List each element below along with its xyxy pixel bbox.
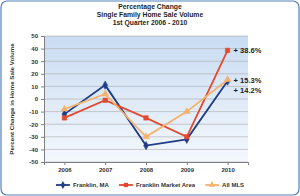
legend-marker <box>124 183 128 187</box>
point <box>62 116 66 120</box>
y-tick: 40 <box>31 46 44 52</box>
series-line <box>64 81 227 146</box>
x-tick-mark <box>105 162 106 165</box>
y-axis: -50 -40 -30 -20 -10 0 10 20 30 40 50 <box>29 33 44 165</box>
y-tick-label: 50 <box>31 33 38 39</box>
point <box>224 76 231 82</box>
legend-item: Franklin Market Area <box>119 182 196 188</box>
grid-line <box>44 99 248 100</box>
title: 1st Quarter 2006 - 2010 <box>113 19 188 27</box>
x-tick: 2008 <box>140 162 154 173</box>
y-tick: 10 <box>31 84 44 90</box>
data-label: + 38.6% <box>234 46 262 55</box>
y-tick: 50 <box>31 33 44 39</box>
point <box>102 90 109 96</box>
point <box>183 108 190 114</box>
y-tick-label: -20 <box>29 122 38 128</box>
point <box>185 135 189 139</box>
y-tick-mark <box>41 112 44 113</box>
x-tick-label: 2009 <box>181 167 195 173</box>
plot-area <box>44 36 248 162</box>
legend: Franklin, MA Franklin Market Area All MLS <box>56 181 244 189</box>
x-tick-mark <box>187 162 188 165</box>
x-tick: 2006 <box>58 162 72 173</box>
x-tick: 2009 <box>181 162 195 173</box>
y-tick: -50 <box>29 159 44 165</box>
x-tick-label: 2008 <box>140 167 154 173</box>
x-tick: 2010 <box>221 162 235 173</box>
point <box>184 135 189 143</box>
grid <box>44 36 248 162</box>
series-line <box>64 50 227 136</box>
point <box>103 81 108 89</box>
y-axis-title: Percent Change in Home Sale Volume <box>8 43 15 155</box>
y-tick: -10 <box>29 109 44 115</box>
point <box>103 98 107 102</box>
x-axis-line <box>45 163 249 166</box>
legend-item: Franklin, MA <box>56 181 110 189</box>
legend-label: Franklin, MA <box>73 182 110 188</box>
series <box>61 76 231 139</box>
series-layer <box>61 48 231 150</box>
legend-marker <box>209 181 215 187</box>
x-tick-label: 2010 <box>221 167 235 173</box>
x-tick-mark <box>146 162 147 165</box>
grid-line <box>44 124 248 125</box>
x-tick-label: 2007 <box>99 167 113 173</box>
series-line <box>64 80 227 137</box>
y-tick-label: 20 <box>31 71 38 77</box>
y-tick: -20 <box>29 122 44 128</box>
data-label: + 14.2% <box>234 86 262 95</box>
legend-label: Franklin Market Area <box>136 182 196 188</box>
grid-line <box>44 36 248 37</box>
y-tick-mark <box>41 61 44 62</box>
chart-border <box>1 1 299 195</box>
point <box>143 133 150 139</box>
legend-item: All MLS <box>205 181 244 188</box>
title: Single Family Home Sale Volume <box>97 11 204 19</box>
y-tick-mark <box>41 36 44 37</box>
series <box>62 77 230 150</box>
y-tick: 30 <box>31 59 44 65</box>
point <box>144 141 149 149</box>
x-axis: 2006 2007 2008 2009 2010 <box>45 162 249 173</box>
legend-label: All MLS <box>222 182 244 188</box>
chart: Percentage ChangeSingle Family Home Sale… <box>0 0 300 196</box>
point <box>225 48 229 52</box>
y-tick-label: -50 <box>29 159 38 165</box>
point <box>144 116 148 120</box>
point <box>61 105 68 111</box>
y-tick-mark <box>41 124 44 125</box>
y-tick-mark <box>41 74 44 75</box>
y-axis-line <box>41 37 45 163</box>
x-tick-mark <box>228 162 229 165</box>
y-tick-mark <box>41 149 44 150</box>
grid-line <box>44 111 248 112</box>
grid-line <box>44 48 248 49</box>
y-tick-label: -10 <box>29 109 38 115</box>
y-tick-mark <box>41 86 44 87</box>
legend-marker <box>61 181 66 189</box>
x-tick-mark <box>64 162 65 165</box>
x-tick: 2007 <box>99 162 113 173</box>
y-tick-mark <box>41 99 44 100</box>
y-tick-label: 0 <box>35 96 39 102</box>
y-tick-mark <box>41 49 44 50</box>
y-tick-label: 30 <box>31 59 38 65</box>
y-tick-label: -40 <box>29 147 38 153</box>
y-tick: 0 <box>35 96 44 102</box>
y-tick-mark <box>41 162 44 163</box>
y-tick-label: -30 <box>29 134 38 140</box>
y-tick: -30 <box>29 134 44 140</box>
data-label: + 15.3% <box>234 76 262 85</box>
y-tick: -40 <box>29 147 44 153</box>
y-tick: 20 <box>31 71 44 77</box>
y-tick-label: 40 <box>31 46 38 52</box>
x-tick-label: 2006 <box>58 167 72 173</box>
y-tick-label: 10 <box>31 84 38 90</box>
grid-line <box>44 61 248 62</box>
y-tick-mark <box>41 137 44 138</box>
title: Percentage Change <box>118 3 182 11</box>
series <box>62 48 230 139</box>
